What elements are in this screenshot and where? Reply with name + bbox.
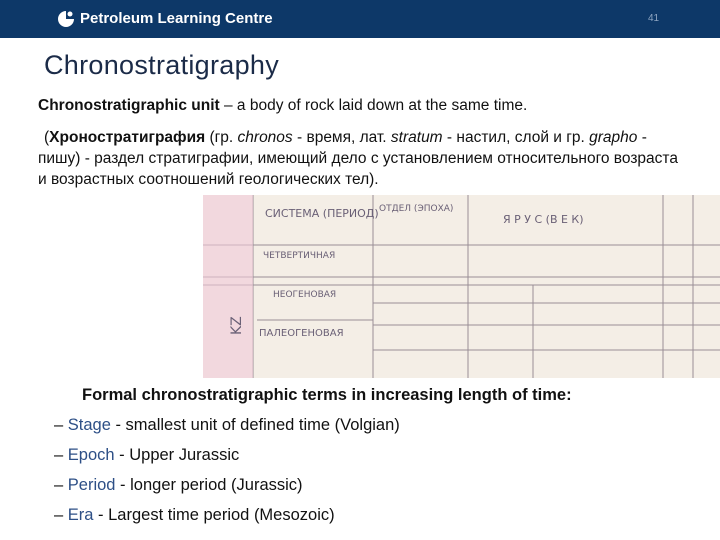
figure-header: СИСТЕМА (ПЕРИОД) (265, 207, 379, 220)
terms-list: Formal chronostratigraphic terms in incr… (54, 386, 572, 536)
figure-row: ЧЕТВЕРТИЧНАЯ (263, 251, 335, 261)
item-term: Era (67, 506, 94, 524)
definition-text: – a body of rock laid down at the same t… (219, 97, 528, 114)
figure-side: KZ (229, 316, 245, 335)
list-items: – Stage - smallest unit of defined time … (54, 416, 572, 536)
page-number: 41 (648, 13, 660, 24)
definition: Chronostratigraphic unit – a body of roc… (38, 97, 527, 115)
ru-word: stratum (390, 129, 443, 146)
header-bar: Petroleum Learning Centre 41 (0, 0, 720, 38)
ru-text: - время, лат. (292, 129, 391, 146)
list-item: – Period - longer period (Jurassic) (54, 476, 572, 506)
item-text: - Largest time period (Mesozoic) (93, 506, 335, 524)
item-dash: – (54, 446, 68, 464)
ru-word: grapho (589, 129, 638, 146)
figure-row: НЕОГЕНОВАЯ (273, 290, 336, 300)
title: Chronostratigraphy (44, 50, 280, 80)
list-item: – Era - Largest time period (Mesozoic) (54, 506, 572, 536)
figure-row: ПАЛЕОГЕНОВАЯ (259, 328, 344, 339)
item-text: - longer period (Jurassic) (115, 476, 303, 494)
list-heading: Formal chronostratigraphic terms in incr… (82, 386, 572, 404)
item-term: Period (67, 476, 116, 494)
russian-paragraph: (Хроностратиграфия (гр. chronos - время,… (38, 127, 688, 190)
item-dash: – (54, 476, 68, 494)
logo (58, 11, 74, 27)
ru-term: Хроностратиграфия (49, 129, 206, 146)
item-term: Stage (67, 416, 111, 434)
figure-header: ОТДЕЛ (ЭПОХА) (379, 204, 453, 214)
list-item: – Epoch - Upper Jurassic (54, 446, 572, 476)
list-item: – Stage - smallest unit of defined time … (54, 416, 572, 446)
ru-text: - пишу) - раздел стратиграфии, имеющий д… (38, 129, 678, 188)
item-dash: – (54, 416, 68, 434)
stratigraphic-table-image: СИСТЕМА (ПЕРИОД) ОТДЕЛ (ЭПОХА) Я Р У С (… (203, 195, 720, 378)
ru-text: ( (44, 129, 50, 146)
ru-word: chronos (237, 129, 293, 146)
ru-text: - настил, слой и гр. (442, 129, 590, 146)
item-text: - Upper Jurassic (114, 446, 240, 464)
item-term: Epoch (67, 446, 115, 464)
brand: Petroleum Learning Centre (80, 10, 273, 27)
definition-term: Chronostratigraphic unit (38, 97, 220, 114)
item-text: - smallest unit of defined time (Volgian… (110, 416, 400, 434)
ru-text: (гр. (205, 129, 238, 146)
figure-header: Я Р У С (В Е К) (503, 213, 584, 226)
item-dash: – (54, 506, 68, 524)
